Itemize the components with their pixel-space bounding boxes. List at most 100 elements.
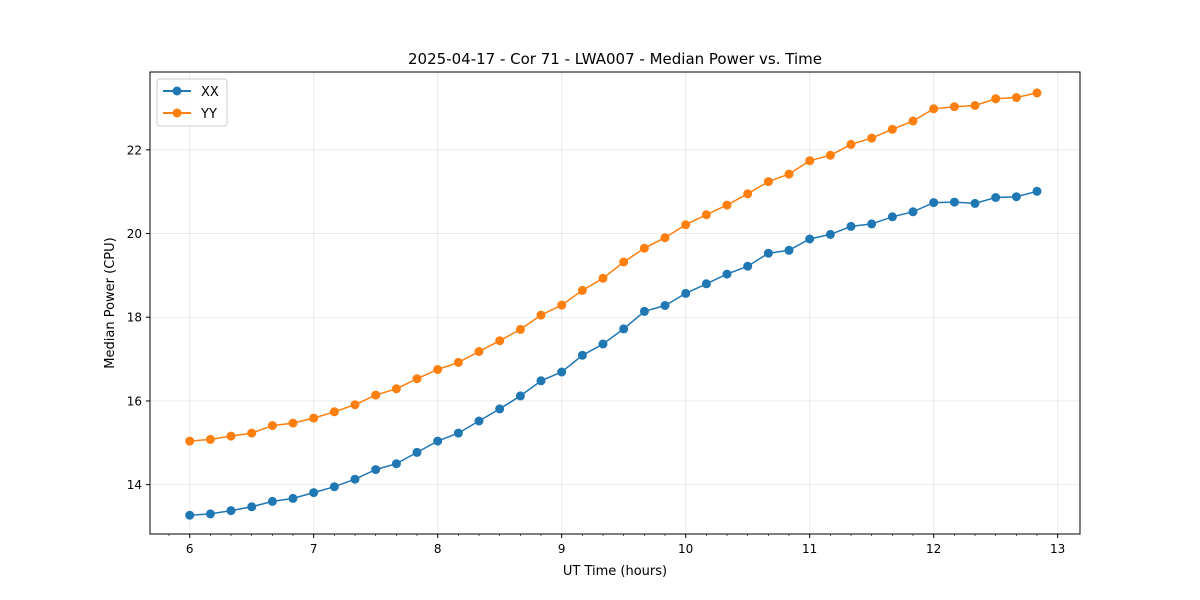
data-point-yy — [309, 413, 319, 423]
data-point-yy — [949, 102, 959, 112]
x-tick-label: 10 — [678, 542, 693, 556]
data-point-yy — [681, 220, 691, 230]
x-tick-label: 9 — [558, 542, 566, 556]
data-point-xx — [495, 404, 505, 414]
data-point-xx — [515, 391, 525, 401]
data-point-yy — [743, 189, 753, 199]
plot-area-frame — [149, 71, 1081, 535]
data-point-yy — [1011, 93, 1021, 102]
data-point-xx — [309, 488, 319, 498]
data-point-yy — [205, 434, 215, 444]
data-point-xx — [391, 459, 401, 469]
data-point-xx — [846, 221, 856, 231]
legend-label-yy: YY — [200, 107, 217, 122]
data-point-xx — [660, 301, 670, 310]
data-point-xx — [247, 502, 257, 512]
data-point-yy — [1032, 88, 1042, 98]
x-tick-label: 8 — [434, 542, 442, 556]
data-point-yy — [391, 384, 401, 394]
data-point-yy — [350, 400, 360, 410]
data-point-xx — [722, 269, 732, 279]
data-point-xx — [536, 376, 546, 386]
data-point-yy — [639, 243, 649, 253]
data-point-xx — [949, 197, 959, 207]
data-point-yy — [784, 169, 794, 179]
data-point-xx — [205, 509, 215, 519]
data-point-xx — [412, 447, 422, 457]
data-point-xx — [805, 234, 815, 244]
data-point-yy — [371, 390, 381, 400]
data-point-xx — [350, 474, 360, 484]
data-point-xx — [453, 428, 463, 438]
data-point-xx — [1032, 186, 1042, 196]
data-point-xx — [763, 248, 773, 258]
legend-marker-yy — [172, 108, 182, 118]
grid — [150, 72, 1080, 534]
data-point-yy — [557, 300, 567, 310]
axis-ticks: 6 7 8 9 10 11 12 13 14 16 18 20 22 — [127, 143, 1066, 556]
data-point-xx — [267, 496, 277, 506]
data-point-yy — [185, 436, 195, 446]
data-point-yy — [412, 374, 422, 384]
data-point-yy — [846, 139, 856, 149]
data-point-yy — [247, 428, 257, 438]
data-point-yy — [805, 156, 815, 166]
data-point-xx — [557, 367, 567, 377]
data-point-yy — [267, 421, 277, 431]
data-point-xx — [288, 493, 298, 503]
x-tick-label: 6 — [186, 542, 194, 556]
data-point-yy — [536, 310, 546, 320]
data-point-yy — [660, 233, 670, 243]
y-tick-label: 14 — [127, 478, 142, 492]
data-point-yy — [970, 101, 980, 110]
legend-marker-xx — [172, 86, 182, 96]
data-point-xx — [701, 279, 711, 289]
data-point-yy — [226, 431, 236, 441]
x-axis-label: UT Time (hours) — [563, 564, 667, 579]
series-xx — [185, 186, 1042, 520]
data-point-xx — [825, 229, 835, 239]
data-point-xx — [991, 193, 1001, 202]
legend-label-xx: XX — [201, 85, 219, 100]
x-tick-label: 13 — [1050, 542, 1065, 556]
data-point-yy — [515, 324, 525, 334]
data-point-xx — [226, 506, 236, 516]
data-point-yy — [453, 357, 463, 367]
data-point-yy — [495, 336, 505, 346]
data-point-yy — [867, 133, 877, 143]
y-tick-label: 16 — [127, 394, 142, 408]
data-point-yy — [577, 285, 587, 295]
data-point-yy — [908, 116, 918, 126]
series-yy — [185, 88, 1042, 446]
data-point-yy — [701, 210, 711, 220]
data-point-xx — [577, 350, 587, 360]
data-point-xx — [887, 212, 897, 222]
data-point-xx — [784, 245, 794, 255]
y-tick-label: 18 — [127, 311, 142, 325]
legend: XX YY — [156, 78, 228, 127]
plot-series — [185, 88, 1042, 520]
data-point-yy — [329, 407, 339, 417]
data-point-yy — [929, 104, 939, 114]
data-point-xx — [639, 306, 649, 316]
x-tick-label: 11 — [802, 542, 817, 556]
data-point-xx — [598, 339, 608, 349]
data-point-xx — [619, 324, 629, 334]
chart-title: 2025-04-17 - Cor 71 - LWA007 - Median Po… — [408, 50, 822, 68]
x-tick-label: 12 — [926, 542, 941, 556]
y-tick-label: 20 — [127, 227, 142, 241]
data-point-yy — [825, 150, 835, 160]
data-point-yy — [598, 273, 608, 283]
data-point-xx — [1011, 192, 1021, 202]
data-point-yy — [722, 200, 732, 210]
data-point-xx — [185, 510, 195, 520]
data-point-xx — [474, 416, 484, 426]
data-point-xx — [433, 436, 443, 446]
data-point-xx — [681, 288, 691, 298]
data-point-xx — [371, 465, 381, 475]
data-point-xx — [329, 482, 339, 492]
data-point-yy — [433, 365, 443, 374]
data-point-yy — [991, 94, 1001, 104]
data-point-yy — [763, 177, 773, 187]
